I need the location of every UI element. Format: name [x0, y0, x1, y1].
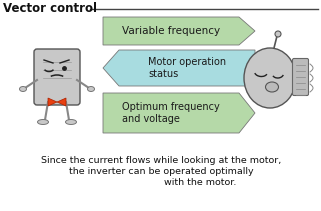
Text: Since the current flows while looking at the motor,: Since the current flows while looking at… [41, 156, 281, 165]
Polygon shape [103, 17, 255, 45]
Polygon shape [103, 93, 255, 133]
Text: Optimum frequency
and voltage: Optimum frequency and voltage [122, 102, 220, 124]
Ellipse shape [265, 82, 279, 92]
Ellipse shape [38, 119, 48, 124]
Polygon shape [48, 98, 57, 106]
Ellipse shape [20, 87, 27, 92]
Polygon shape [57, 98, 66, 106]
Ellipse shape [88, 87, 94, 92]
Text: the inverter can be operated optimally: the inverter can be operated optimally [69, 167, 253, 176]
Text: Vector control: Vector control [3, 3, 97, 15]
FancyBboxPatch shape [34, 49, 80, 105]
Text: with the motor.: with the motor. [164, 178, 236, 187]
Ellipse shape [65, 119, 76, 124]
Circle shape [275, 31, 281, 37]
Polygon shape [103, 50, 255, 86]
Text: Variable frequency: Variable frequency [122, 26, 220, 36]
FancyBboxPatch shape [292, 58, 308, 96]
Text: Motor operation
status: Motor operation status [148, 57, 226, 79]
Ellipse shape [244, 48, 296, 108]
